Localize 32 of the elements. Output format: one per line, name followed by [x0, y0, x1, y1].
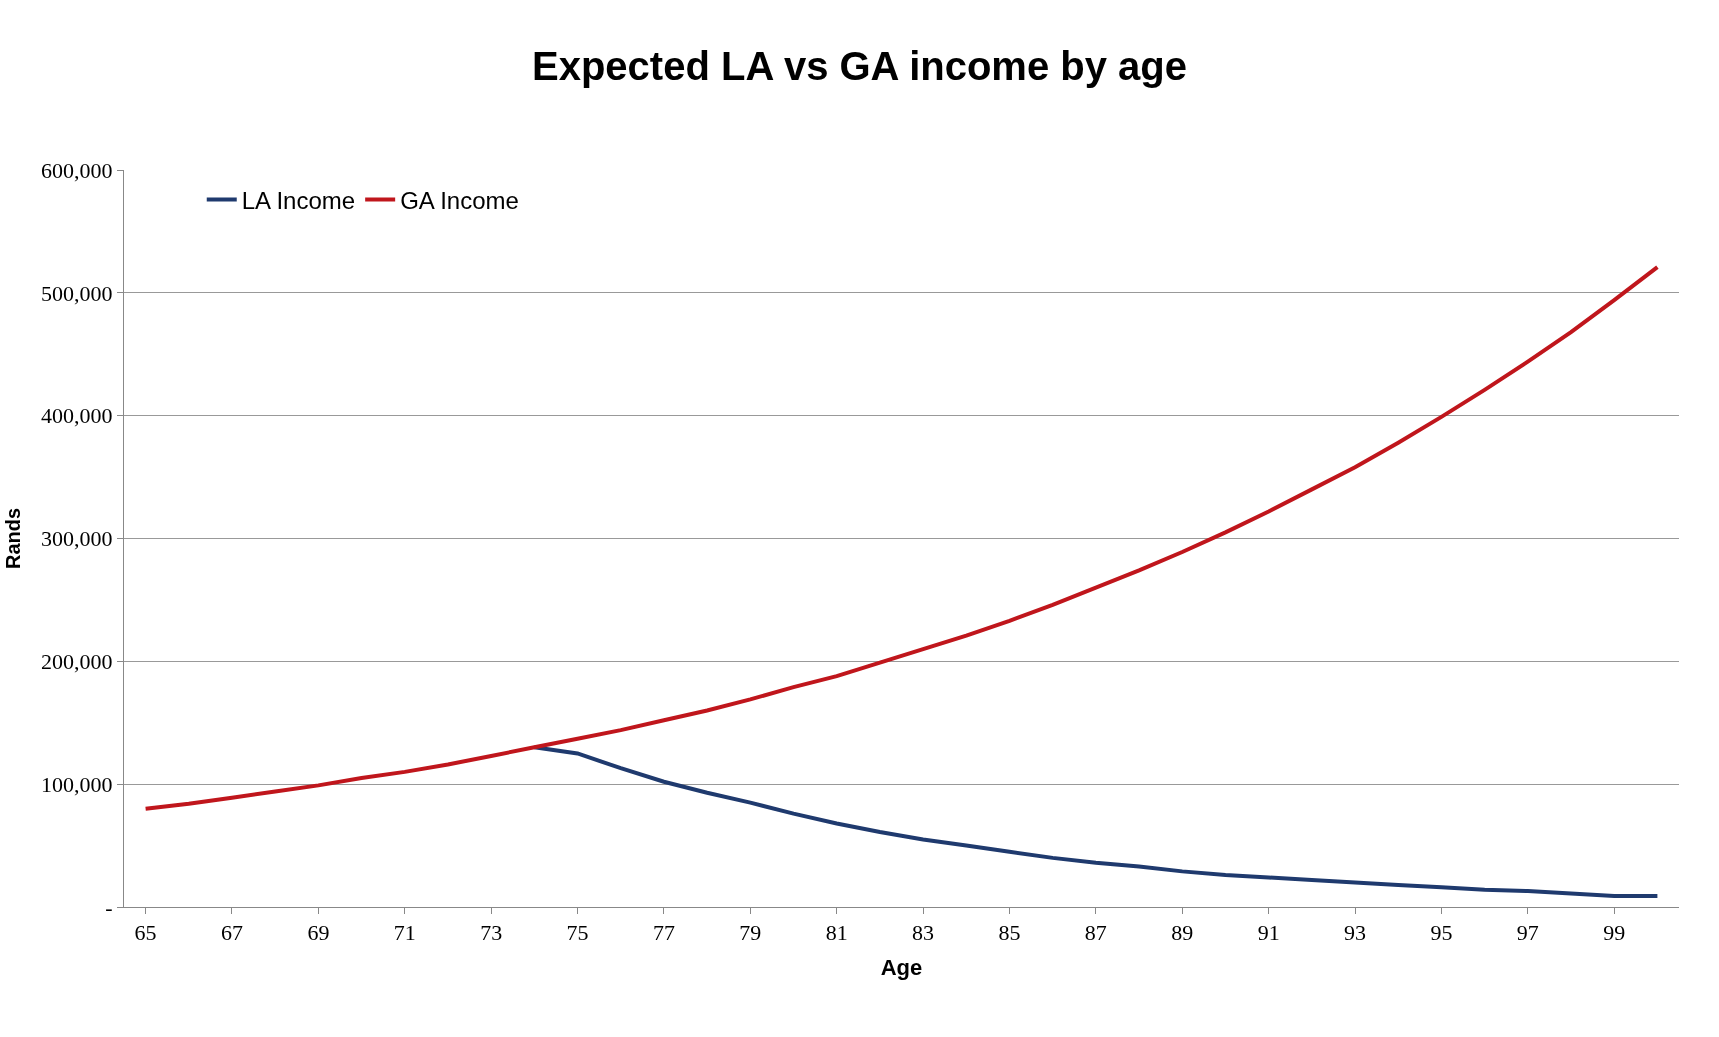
x-tick-label: 83 — [912, 920, 935, 946]
legend-label: LA Income — [241, 186, 356, 214]
x-tick-label: 93 — [1344, 920, 1367, 946]
x-tick-label: 99 — [1603, 920, 1626, 946]
x-tick-label: 73 — [480, 920, 503, 946]
x-tick-label: 75 — [566, 920, 589, 946]
x-tick-label: 87 — [1084, 920, 1107, 946]
x-tick-label: 81 — [825, 920, 848, 946]
line-series — [532, 745, 1660, 898]
x-tick-label: 89 — [1171, 920, 1194, 946]
x-tick-label: 95 — [1430, 920, 1453, 946]
x-tick-label: 71 — [393, 920, 416, 946]
y-axis-title: Rands — [1, 507, 24, 570]
x-tick-label: 69 — [307, 920, 330, 946]
line-series — [143, 265, 1660, 811]
y-tick-label: 600,000 — [41, 157, 113, 183]
x-tick-label: 67 — [220, 920, 243, 946]
x-tick-label: 79 — [739, 920, 762, 946]
x-tick-label: 85 — [998, 920, 1021, 946]
y-tick-label: 200,000 — [41, 649, 113, 675]
x-tick-label: 77 — [652, 920, 675, 946]
y-tick-label: 300,000 — [41, 526, 113, 552]
y-tick-label: 100,000 — [41, 771, 113, 797]
y-tick-label: - — [105, 894, 113, 920]
y-tick-label: 500,000 — [41, 280, 113, 306]
x-axis-title: Age — [880, 955, 923, 981]
y-tick-label: 400,000 — [41, 403, 113, 429]
legend-label: GA Income — [400, 186, 519, 214]
x-tick-label: 65 — [134, 920, 157, 946]
chart-title: Expected LA vs GA income by age — [531, 43, 1188, 88]
x-tick-label: 91 — [1257, 920, 1280, 946]
x-tick-label: 97 — [1516, 920, 1539, 946]
